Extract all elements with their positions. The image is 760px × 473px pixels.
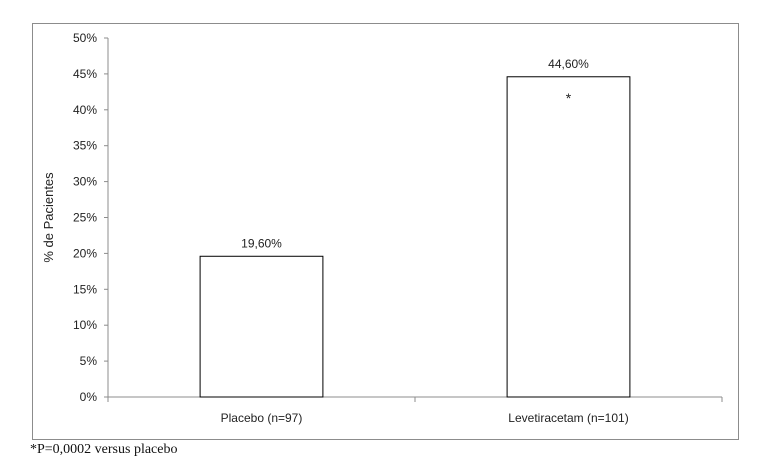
bar (506, 76, 631, 398)
y-tick-label: 10% (73, 318, 97, 332)
y-tick-label: 0% (80, 390, 98, 404)
significance-marker: * (566, 90, 572, 106)
y-tick-label: 30% (73, 175, 97, 189)
y-tick-label: 35% (73, 139, 97, 153)
y-tick-label: 45% (73, 67, 97, 81)
bar (199, 255, 324, 398)
y-tick-label: 20% (73, 246, 97, 260)
y-tick-label: 25% (73, 211, 97, 225)
category-label: Levetiracetam (n=101) (508, 411, 628, 425)
y-tick-label: 40% (73, 103, 97, 117)
category-label: Placebo (n=97) (221, 411, 303, 425)
y-tick-label: 5% (80, 354, 98, 368)
bar-chart: 0% 5% 10% 15% 20% 25% 30% 35% 40% 45% 50% % de Paci… (41, 31, 723, 425)
data-label: 44,60% (548, 57, 589, 71)
y-tick-label: 15% (73, 282, 97, 296)
y-tick-label: 50% (73, 31, 97, 45)
data-label: 19,60% (241, 236, 282, 250)
footnote: *P=0,0002 versus placebo (30, 442, 178, 457)
chart-frame (32, 23, 739, 440)
y-axis-title: % de Pacientes (41, 172, 56, 263)
